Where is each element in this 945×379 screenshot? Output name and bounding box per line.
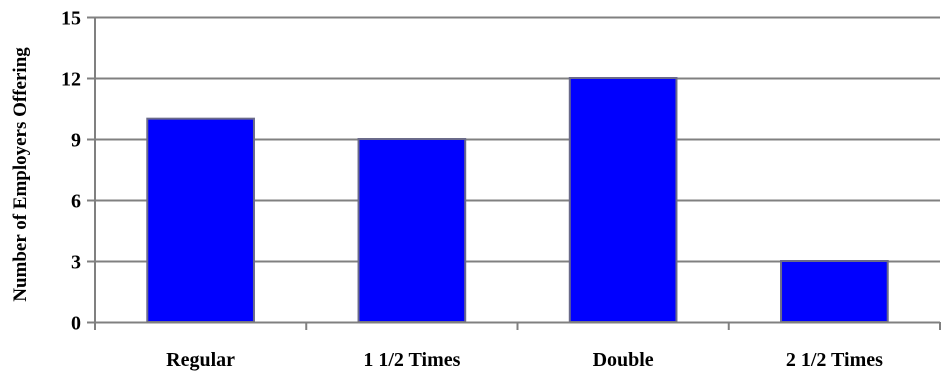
y-tick-label: 6 <box>71 191 81 213</box>
y-tick-label: 9 <box>71 130 81 152</box>
labels: 0 3 6 9 12 15 Regular 1 1/2 Times Double 2 1/2 Ti… <box>61 8 883 372</box>
bar-regular <box>146 117 255 323</box>
bar-1-1-2-times <box>357 138 467 323</box>
bar-double <box>568 77 678 323</box>
x-category-label: Regular <box>166 349 235 371</box>
y-tick-label: 0 <box>71 313 81 335</box>
bar-2-1-2-times <box>780 260 889 323</box>
axes <box>87 16 941 330</box>
x-category-label: 2 1/2 Times <box>786 349 883 371</box>
y-tick-label: 15 <box>61 8 81 30</box>
y-tick-label: 3 <box>71 252 81 274</box>
bars <box>146 77 889 323</box>
y-axis-title: Number of Employers Offering <box>10 47 31 302</box>
x-category-label: Double <box>593 349 654 371</box>
x-category-label: 1 1/2 Times <box>363 349 460 371</box>
y-tick-label: 12 <box>61 69 81 91</box>
